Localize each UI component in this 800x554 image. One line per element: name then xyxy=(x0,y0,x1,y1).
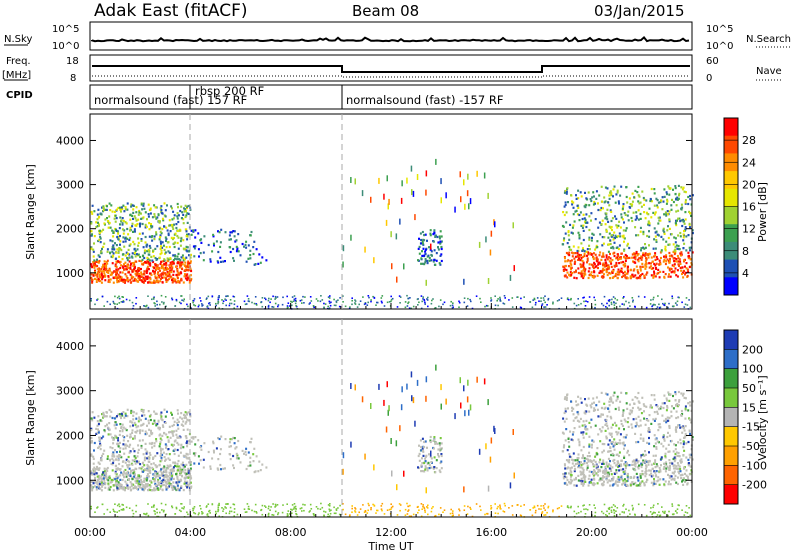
colorbar-swatch xyxy=(724,349,738,370)
noise-panel-frame xyxy=(89,21,693,51)
freq-line xyxy=(92,65,690,73)
colorbar-tick: -15 xyxy=(742,421,760,434)
y-tick-label: 3000 xyxy=(56,179,84,192)
x-axis-label: Time UT xyxy=(367,540,413,553)
freq-tick-left-high: 18 xyxy=(66,56,79,67)
x-tick-label: 00:00 xyxy=(74,526,106,539)
colorbar-tick: -50 xyxy=(742,440,760,453)
power-ylabel: Slant Range [km] xyxy=(24,164,37,260)
colorbar-tick: 16 xyxy=(742,201,756,214)
velocity-colorbar-label: Velocity [m s⁻¹] xyxy=(756,375,769,460)
noise-tick-left-low: 10^0 xyxy=(52,41,79,52)
colorbar-tick: 4 xyxy=(742,267,749,280)
freq-label-1: Freq. xyxy=(6,56,31,67)
colorbar-swatch xyxy=(724,277,738,296)
y-tick-label: 4000 xyxy=(56,340,84,353)
x-axis: 00:00 04:00 08:00 12:00 16:00 20:00 00:00 xyxy=(74,303,708,539)
colorbar-tick: 15 xyxy=(742,401,756,414)
nave-line xyxy=(92,75,690,78)
cpid-segment-2: rbsp 200 RF xyxy=(195,84,264,98)
colorbar-swatch xyxy=(724,446,738,466)
colorbar-swatch xyxy=(724,135,738,154)
colorbar-swatch xyxy=(724,171,738,190)
velocity-heatmap xyxy=(90,364,694,518)
colorbar-swatch xyxy=(724,330,738,350)
colorbar-tick: 28 xyxy=(742,134,756,147)
x-tick-label: 12:00 xyxy=(375,526,407,539)
colorbar-swatch xyxy=(724,224,738,243)
colorbar-swatch xyxy=(724,259,738,278)
power-yaxis: 1000 2000 3000 4000 xyxy=(56,134,692,280)
velocity-yaxis: 1000 2000 3000 4000 xyxy=(56,340,692,487)
noise-tick-right-low: 10^0 xyxy=(706,41,733,52)
colorbar-tick: 24 xyxy=(742,156,756,169)
y-tick-label: 2000 xyxy=(56,429,84,442)
power-colorbar-label: Power [dB] xyxy=(756,182,769,242)
x-tick-label: 04:00 xyxy=(174,526,206,539)
x-tick-label: 08:00 xyxy=(275,526,307,539)
colorbar-swatch xyxy=(724,407,738,428)
colorbar-tick: 50 xyxy=(742,382,756,395)
y-tick-label: 4000 xyxy=(56,134,84,147)
colorbar-tick: -100 xyxy=(742,459,767,472)
noise-tick-left-high: 10^5 xyxy=(52,24,79,35)
velocity-colorbar: 200 100 50 15 -15 -50 -100 -200 xyxy=(723,329,767,505)
colorbar-tick: 100 xyxy=(742,363,763,376)
x-tick-label: 20:00 xyxy=(576,526,608,539)
colorbar-swatch xyxy=(724,118,738,137)
colorbar-swatch xyxy=(724,426,738,447)
y-tick-label: 3000 xyxy=(56,385,84,398)
station-title: Adak East (fitACF) xyxy=(94,1,248,21)
nave-label: Nave xyxy=(756,66,782,77)
cpid-panel-frame xyxy=(89,84,693,110)
cpid-segment-3: normalsound (fast) -157 RF xyxy=(346,93,503,107)
colorbar-tick: 8 xyxy=(742,245,749,258)
noise-tick-right-high: 10^5 xyxy=(706,24,733,35)
freq-label-2: [MHz] xyxy=(2,70,31,81)
colorbar-swatch xyxy=(724,388,738,408)
colorbar-swatch xyxy=(724,206,738,225)
colorbar-swatch xyxy=(724,368,738,389)
power-heatmap xyxy=(90,158,694,310)
freq-tick-left-low: 8 xyxy=(70,73,76,84)
cpid-label: CPID xyxy=(6,90,33,101)
date-title: 03/Jan/2015 xyxy=(594,2,685,20)
cpid-segment-1: normalsound (fast) 157 RF xyxy=(94,93,247,107)
y-tick-label: 1000 xyxy=(56,267,84,280)
colorbar-tick: 12 xyxy=(742,223,756,236)
freq-panel-frame xyxy=(89,54,693,82)
nsky-label: N.Sky xyxy=(4,34,32,45)
colorbar-tick: 20 xyxy=(742,178,756,191)
x-tick-label: 00:00 xyxy=(676,526,708,539)
freq-tick-right-high: 60 xyxy=(706,56,719,67)
colorbar-swatch xyxy=(724,188,738,207)
velocity-ylabel: Slant Range [km] xyxy=(24,370,37,466)
noise-line xyxy=(91,35,690,43)
time-markers xyxy=(189,114,343,517)
beam-title: Beam 08 xyxy=(352,2,419,20)
power-colorbar: 28 24 20 16 12 8 4 xyxy=(723,117,756,296)
freq-tick-right-low: 0 xyxy=(706,73,712,84)
colorbar-swatch xyxy=(724,465,738,486)
x-tick-label: 16:00 xyxy=(475,526,507,539)
colorbar-tick: -200 xyxy=(742,479,767,492)
colorbar-tick: 200 xyxy=(742,343,763,356)
colorbar-swatch xyxy=(724,484,738,505)
y-tick-label: 2000 xyxy=(56,223,84,236)
y-tick-label: 1000 xyxy=(56,474,84,487)
nsearch-label: N.Search xyxy=(746,34,791,45)
